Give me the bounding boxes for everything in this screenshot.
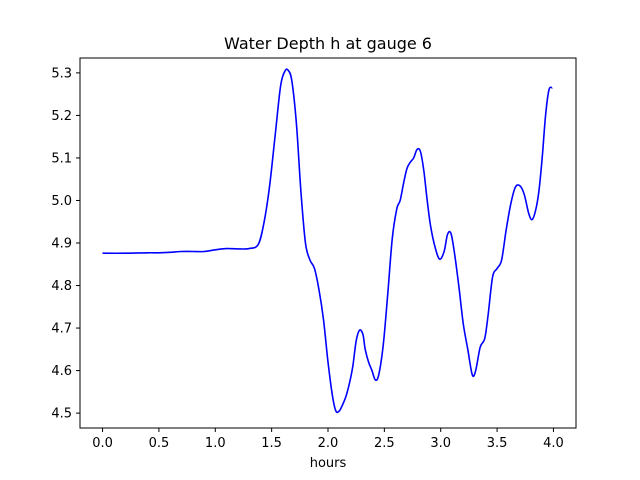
y-tick-label: 4.8 [51,279,72,294]
series-line-0 [102,68,553,414]
y-tick-label: 5.2 [51,109,72,124]
x-tick-label: 2.5 [374,436,395,451]
x-tick-label: 3.0 [430,436,451,451]
x-tick-label: 0.0 [92,436,113,451]
y-tick-label: 4.5 [51,407,72,422]
x-axis: 0.0 0.5 1.0 1.5 2.0 2.5 3.0 3.5 4.0 [92,428,564,451]
x-tick-label: 3.5 [487,436,508,451]
y-tick-label: 4.9 [51,237,72,252]
chart-title: Water Depth h at gauge 6 [224,34,432,53]
x-tick-label: 0.5 [149,436,170,451]
y-tick-label: 4.6 [51,364,72,379]
y-tick-label: 5.1 [51,151,72,166]
x-tick-label: 4.0 [543,436,564,451]
y-axis: 4.5 4.6 4.7 4.8 4.9 5.0 5.1 5.2 5.3 [51,66,80,422]
y-tick-label: 4.7 [51,322,72,337]
y-tick-label: 5.0 [51,194,72,209]
plot-lines [102,68,553,414]
x-axis-label: hours [310,456,347,471]
x-tick-label: 2.0 [318,436,339,451]
plot-area-frame [79,57,577,429]
y-tick-label: 5.3 [51,66,72,81]
x-tick-label: 1.5 [261,436,282,451]
x-tick-label: 1.0 [205,436,226,451]
